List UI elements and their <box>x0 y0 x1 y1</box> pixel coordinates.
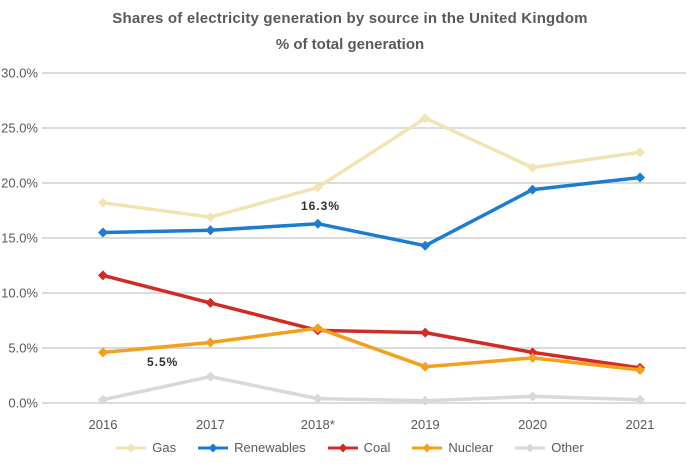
data-point-marker <box>527 352 538 363</box>
data-point-marker <box>312 393 323 404</box>
data-point-marker <box>420 327 431 338</box>
series-other <box>98 371 645 406</box>
y-tick-label: 15.0% <box>1 231 38 246</box>
x-tick-label: 2021 <box>626 417 655 432</box>
legend-swatch-icon <box>515 443 546 452</box>
x-axis-labels: 2016 2017 2018* 2019 2020 2021 <box>89 417 655 432</box>
legend-label: Gas <box>152 440 177 455</box>
legend-label: Nuclear <box>448 440 494 455</box>
data-point-marker <box>98 347 108 358</box>
data-point-marker <box>635 394 645 405</box>
legend-label: Coal <box>363 440 391 455</box>
data-point-marker <box>527 391 538 402</box>
x-tick-label: 2020 <box>518 417 547 432</box>
x-tick-label: 2018* <box>301 417 335 432</box>
data-point-marker <box>420 113 431 124</box>
series-line <box>101 374 642 403</box>
data-point-marker <box>98 197 108 208</box>
chart-title: Shares of electricity generation by sour… <box>112 10 588 27</box>
y-tick-label: 30.0% <box>1 66 38 81</box>
legend-swatch-icon <box>327 443 358 452</box>
y-tick-label: 20.0% <box>1 176 38 191</box>
y-axis-labels: 0.0% 5.0% 10.0% 15.0% 20.0% 25.0% 30.0% <box>1 66 38 411</box>
data-point-marker <box>527 184 538 195</box>
data-point-marker <box>98 270 108 281</box>
legend-swatch-icon <box>412 443 443 452</box>
data-label: 16.3% <box>301 199 341 213</box>
y-tick-label: 5.0% <box>8 341 38 356</box>
y-tick-label: 25.0% <box>1 121 38 136</box>
legend-item-nuclear: Nuclear <box>412 440 493 455</box>
data-label: 5.5% <box>147 355 179 369</box>
series-line <box>101 326 642 372</box>
data-point-marker <box>98 227 108 238</box>
data-point-marker <box>312 182 323 193</box>
chart-subtitle: % of total generation <box>275 36 425 53</box>
series-line <box>101 175 642 248</box>
legend: Gas Renewables Coal Nuclear Other <box>0 440 700 455</box>
data-point-marker <box>635 147 645 158</box>
x-tick-label: 2017 <box>196 417 225 432</box>
legend-swatch-icon <box>116 443 147 452</box>
series-coal <box>98 270 645 373</box>
data-point-marker <box>205 212 216 223</box>
data-point-marker <box>527 347 538 358</box>
data-point-marker <box>205 371 216 382</box>
y-tick-label: 0.0% <box>8 396 38 411</box>
legend-item-coal: Coal <box>327 440 391 455</box>
series-nuclear <box>98 323 645 375</box>
data-point-marker <box>527 162 538 173</box>
x-tick-label: 2019 <box>411 417 440 432</box>
legend-swatch-icon <box>198 443 229 452</box>
data-point-marker <box>635 172 645 183</box>
series-line <box>101 273 642 370</box>
series-renewables <box>98 172 645 251</box>
data-point-marker <box>420 240 431 251</box>
data-point-marker <box>420 395 431 406</box>
data-point-marker <box>205 225 216 236</box>
data-point-marker <box>420 361 431 372</box>
series-gas <box>98 113 645 223</box>
series-line <box>101 116 642 219</box>
data-point-marker <box>312 218 323 229</box>
y-tick-label: 10.0% <box>1 286 38 301</box>
data-point-marker <box>98 394 108 405</box>
legend-item-renewables: Renewables <box>198 440 306 455</box>
legend-label: Other <box>551 440 584 455</box>
data-point-marker <box>205 337 216 348</box>
data-point-marker <box>312 323 323 334</box>
data-point-marker <box>635 365 645 375</box>
legend-label: Renewables <box>234 440 306 455</box>
legend-item-other: Other <box>515 440 584 455</box>
gridlines <box>42 72 686 404</box>
legend-item-gas: Gas <box>116 440 176 455</box>
data-point-marker <box>205 297 216 308</box>
x-tick-label: 2016 <box>89 417 118 432</box>
